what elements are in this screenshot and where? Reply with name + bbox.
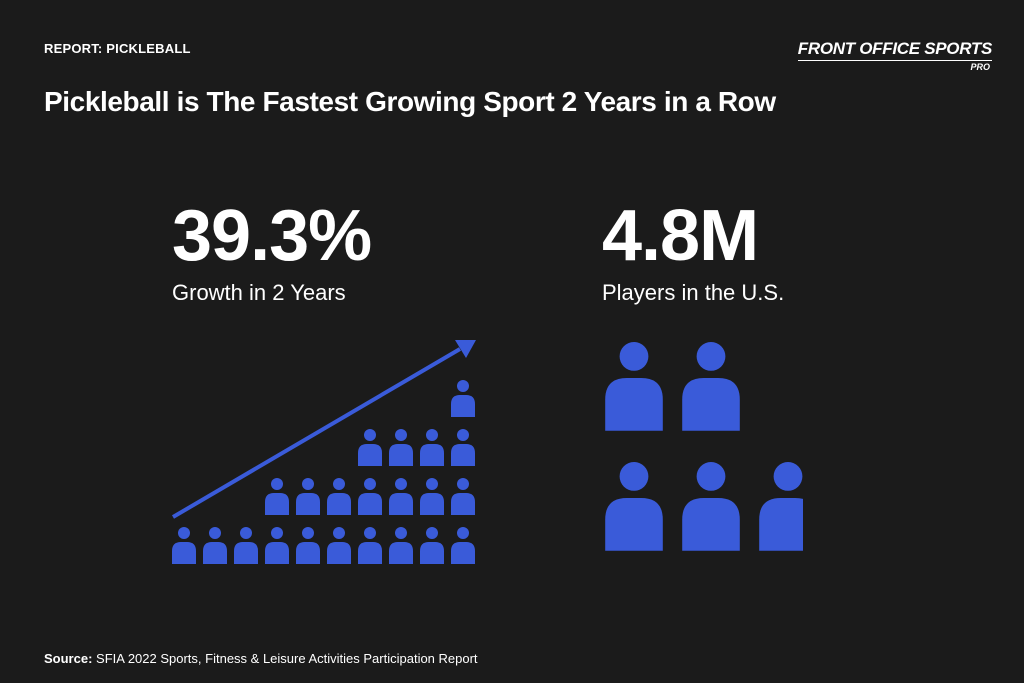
person-icon xyxy=(389,478,413,515)
growth-people-grid xyxy=(172,380,475,564)
brand-name: FRONT OFFICE SPORTS xyxy=(797,40,992,61)
person-icon xyxy=(296,478,320,515)
person-icon xyxy=(358,429,382,466)
person-icon xyxy=(451,478,475,515)
person-icon xyxy=(682,462,740,551)
source-note: Source: SFIA 2022 Sports, Fitness & Leis… xyxy=(44,651,478,666)
source-text: SFIA 2022 Sports, Fitness & Leisure Acti… xyxy=(96,651,478,666)
players-label: Players in the U.S. xyxy=(602,280,785,305)
players-stat: 4.8M Players in the U.S. xyxy=(602,200,784,306)
person-icon xyxy=(203,527,227,564)
person-icon xyxy=(265,478,289,515)
brand-logo: FRONT OFFICE SPORTS PRO xyxy=(797,40,992,73)
person-icon xyxy=(682,342,740,431)
person-icon xyxy=(327,478,351,515)
person-icon xyxy=(358,527,382,564)
person-icon xyxy=(420,527,444,564)
person-icon xyxy=(759,462,803,551)
report-eyebrow: REPORT: PICKLEBALL xyxy=(44,41,191,56)
person-icon xyxy=(234,527,258,564)
person-icon xyxy=(172,527,196,564)
brand-sub: PRO xyxy=(970,62,990,72)
person-icon xyxy=(451,429,475,466)
person-icon xyxy=(296,527,320,564)
person-icon xyxy=(358,478,382,515)
person-icon xyxy=(605,342,663,431)
person-icon xyxy=(420,429,444,466)
person-icon xyxy=(265,527,289,564)
person-icon xyxy=(451,527,475,564)
person-icon xyxy=(605,462,663,551)
growth-value: 39.3% xyxy=(172,196,372,276)
page-title: Pickleball is The Fastest Growing Sport … xyxy=(44,86,776,117)
players-value: 4.8M xyxy=(602,196,759,276)
person-icon xyxy=(389,527,413,564)
players-people-grid xyxy=(605,342,803,551)
person-icon xyxy=(389,429,413,466)
growth-arrow-icon xyxy=(171,340,476,519)
person-icon xyxy=(327,527,351,564)
growth-stat: 39.3% Growth in 2 Years xyxy=(172,196,372,306)
source-label: Source: xyxy=(44,651,93,666)
person-icon xyxy=(420,478,444,515)
growth-label: Growth in 2 Years xyxy=(172,280,346,305)
person-icon xyxy=(451,380,475,417)
